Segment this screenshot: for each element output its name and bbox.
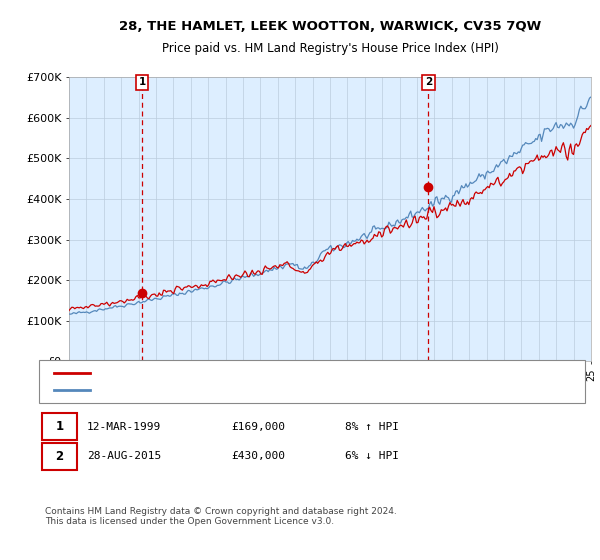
Text: £169,000: £169,000 (231, 422, 285, 432)
Text: 6% ↓ HPI: 6% ↓ HPI (345, 451, 399, 461)
Text: 2: 2 (425, 77, 432, 87)
Text: 2: 2 (55, 450, 64, 463)
Text: 28, THE HAMLET, LEEK WOOTTON, WARWICK, CV35 7QW: 28, THE HAMLET, LEEK WOOTTON, WARWICK, C… (119, 20, 541, 32)
Text: 12-MAR-1999: 12-MAR-1999 (87, 422, 161, 432)
Text: 1: 1 (55, 420, 64, 433)
Text: £430,000: £430,000 (231, 451, 285, 461)
Text: Price paid vs. HM Land Registry's House Price Index (HPI): Price paid vs. HM Land Registry's House … (161, 42, 499, 55)
Text: Contains HM Land Registry data © Crown copyright and database right 2024.
This d: Contains HM Land Registry data © Crown c… (45, 507, 397, 526)
Text: 28-AUG-2015: 28-AUG-2015 (87, 451, 161, 461)
Text: 1: 1 (139, 77, 146, 87)
Text: HPI: Average price, detached house, Warwick: HPI: Average price, detached house, Warw… (99, 385, 335, 395)
Text: 28, THE HAMLET, LEEK WOOTTON, WARWICK, CV35 7QW (detached house): 28, THE HAMLET, LEEK WOOTTON, WARWICK, C… (99, 368, 491, 378)
Text: 8% ↑ HPI: 8% ↑ HPI (345, 422, 399, 432)
